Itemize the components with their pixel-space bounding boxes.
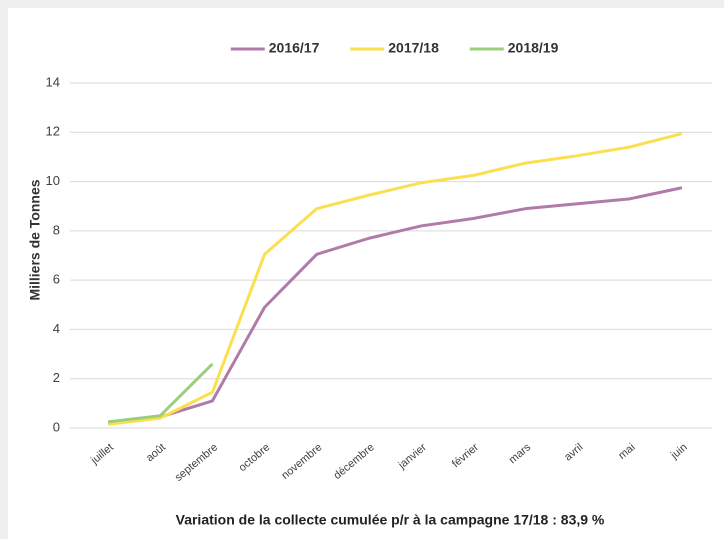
y-tick-label: 10 (46, 173, 60, 188)
series-line (107, 132, 683, 426)
y-tick-label: 4 (53, 321, 60, 336)
footnote: Variation de la collecte cumulée p/r à l… (176, 512, 605, 528)
series-line (107, 186, 683, 425)
series-line (107, 362, 214, 424)
y-axis-label: Milliers de Tonnes (27, 179, 43, 300)
legend-label: 2017/18 (388, 40, 439, 56)
chart-background (8, 8, 724, 539)
y-tick-label: 0 (53, 419, 60, 434)
legend-label: 2016/17 (269, 40, 320, 56)
y-tick-label: 2 (53, 370, 60, 385)
y-tick-label: 14 (46, 74, 60, 89)
y-tick-label: 12 (46, 124, 60, 139)
y-tick-label: 8 (53, 222, 60, 237)
y-tick-label: 6 (53, 272, 60, 287)
legend-label: 2018/19 (508, 40, 559, 56)
